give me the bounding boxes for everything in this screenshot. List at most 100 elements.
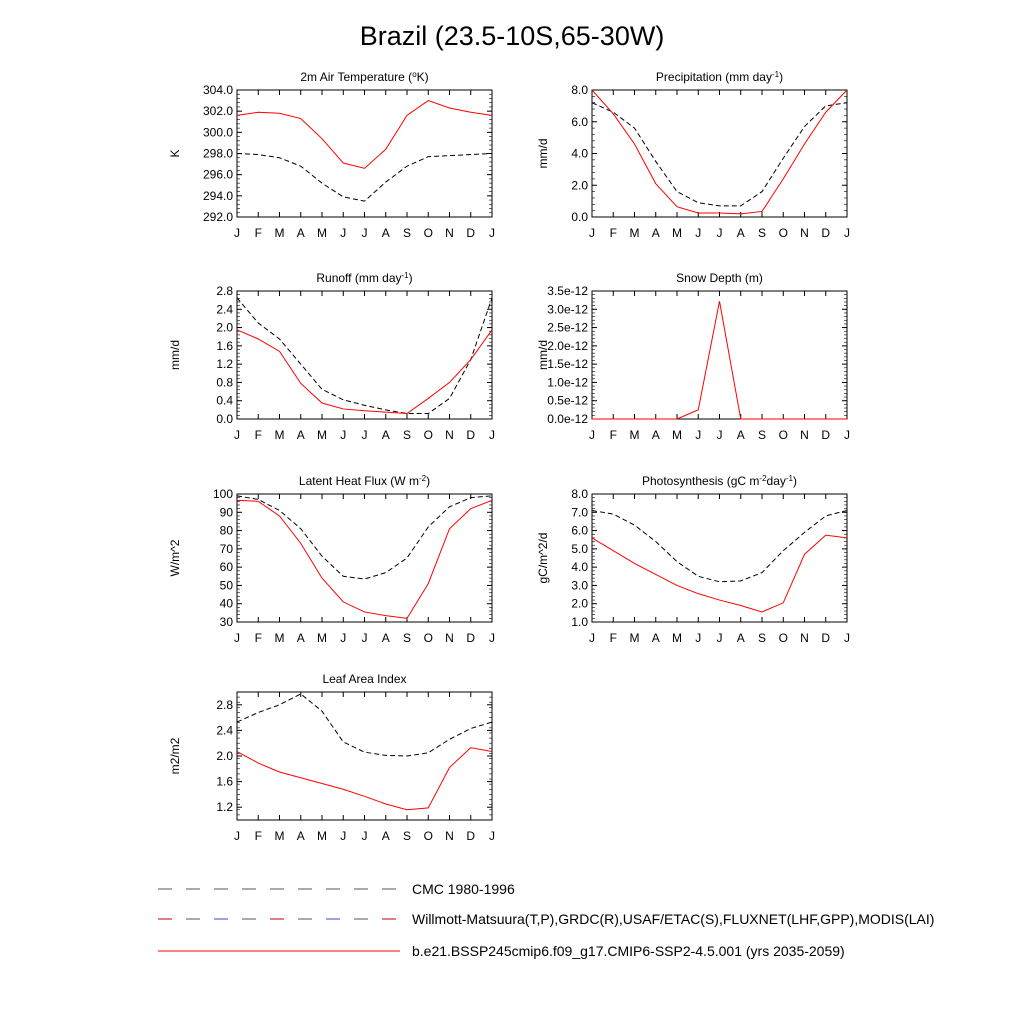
y-tick-label: 100 [213, 487, 233, 501]
panel-6: Photosynthesis (gC m-2day-1)J F M A M J J A S O N D… [536, 474, 850, 646]
x-tick-label: A [382, 631, 390, 645]
panel-title: Latent Heat Flux (W m-2) [299, 474, 430, 489]
panel-title-part: Snow Depth (m) [676, 271, 763, 285]
x-tick-label: J [695, 226, 701, 240]
panel-title: Precipitation (mm day-1) [656, 70, 783, 85]
panel-1: 2m Air Temperature (oK)J F M A M J J A S O N D J292.… [168, 70, 495, 241]
x-tick-label: J [234, 829, 240, 843]
x-tick-label: D [466, 829, 475, 843]
panel-title-part: K) [417, 70, 429, 84]
x-tick-label: S [403, 226, 411, 240]
panel-title-part: Photosynthesis (gC m [642, 474, 759, 488]
y-axis-label: m2/m2 [168, 737, 182, 774]
y-tick-label: 294.0 [203, 189, 233, 203]
x-tick-label: N [445, 631, 454, 645]
x-tick-label: J [340, 226, 346, 240]
y-tick-label: 2.4 [216, 723, 233, 737]
y-tick-label: 0.0 [216, 412, 233, 426]
y-tick-label: 1.6 [216, 339, 233, 353]
plot-frame [236, 290, 493, 420]
x-tick-label: D [821, 428, 830, 442]
model-series-line [237, 747, 492, 811]
y-tick-label: 2.0 [571, 597, 588, 611]
x-tick-label: J [234, 226, 240, 240]
x-tick-label: A [382, 829, 390, 843]
x-tick-label: M [317, 631, 327, 645]
legend-label: CMC 1980-1996 [412, 881, 515, 897]
y-tick-label: 296.0 [203, 168, 233, 182]
x-tick-label: D [821, 631, 830, 645]
plot-frame [591, 89, 848, 218]
legend: CMC 1980-1996 Willmott-Matsuura(T,P),GRDC… [158, 881, 934, 959]
observed-series-line [237, 495, 492, 580]
x-tick-label: O [779, 631, 788, 645]
y-tick-label: 0.4 [216, 394, 233, 408]
legend-item: CMC 1980-1996 [158, 881, 515, 897]
model-series-line [592, 89, 847, 215]
model-series-line [592, 534, 847, 613]
panel-title-part: ) [779, 70, 783, 84]
model-series-line [592, 301, 847, 420]
panel-title-part: ) [409, 271, 413, 285]
model-series-line [237, 329, 492, 415]
observed-series-line [592, 102, 847, 207]
x-tick-label: A [737, 631, 745, 645]
x-tick-label: J [717, 428, 723, 442]
y-tick-label: 80 [220, 524, 234, 538]
plot-frame [591, 493, 848, 623]
x-tick-label: F [255, 428, 262, 442]
x-tick-label: J [234, 428, 240, 442]
x-tick-label: J [717, 631, 723, 645]
x-tick-label: S [403, 428, 411, 442]
x-tick-label: D [466, 631, 475, 645]
y-axis-label: K [168, 149, 182, 157]
y-tick-label: 0.0 [571, 210, 588, 224]
y-tick-label: 50 [220, 578, 234, 592]
x-tick-label: A [737, 428, 745, 442]
x-tick-label: M [630, 631, 640, 645]
y-tick-label: 2.8 [216, 284, 233, 298]
x-tick-label: J [340, 428, 346, 442]
y-tick-label: 292.0 [203, 210, 233, 224]
x-tick-label: J [589, 226, 595, 240]
x-tick-label: F [255, 631, 262, 645]
x-tick-label: F [610, 226, 617, 240]
panel-title-part: 2m Air Temperature ( [300, 70, 412, 84]
panel-title-superscript: o [412, 70, 417, 79]
x-tick-label: M [275, 226, 285, 240]
y-tick-label: 6.0 [571, 115, 588, 129]
y-axis-label: mm/d [536, 139, 550, 169]
y-tick-label: 30 [220, 615, 234, 629]
y-tick-label: 2.5e-12 [547, 321, 588, 335]
y-tick-label: 2.8 [216, 698, 233, 712]
y-tick-label: 2.0 [216, 321, 233, 335]
x-tick-label: M [672, 428, 682, 442]
x-tick-label: O [779, 428, 788, 442]
x-tick-label: M [672, 226, 682, 240]
y-tick-label: 2.0 [571, 178, 588, 192]
panel-title-superscript: -1 [402, 271, 410, 280]
model-series-line [237, 100, 492, 169]
x-tick-label: A [382, 428, 390, 442]
x-tick-label: J [695, 428, 701, 442]
x-tick-label: A [297, 631, 305, 645]
x-tick-label: O [779, 226, 788, 240]
x-tick-label: N [800, 226, 809, 240]
x-tick-label: A [737, 226, 745, 240]
x-tick-label: J [340, 829, 346, 843]
y-tick-label: 3.0 [571, 578, 588, 592]
y-tick-label: 90 [220, 505, 234, 519]
x-tick-label: F [255, 829, 262, 843]
x-tick-label: S [403, 829, 411, 843]
observed-series-line [237, 693, 492, 757]
y-tick-label: 60 [220, 560, 234, 574]
x-tick-label: D [466, 226, 475, 240]
y-tick-label: 0.5e-12 [547, 394, 588, 408]
observed-series-line [237, 153, 492, 202]
x-tick-label: M [317, 226, 327, 240]
y-tick-label: 298.0 [203, 147, 233, 161]
x-tick-label: J [340, 631, 346, 645]
x-tick-label: S [758, 428, 766, 442]
y-tick-label: 0.0e-12 [547, 412, 588, 426]
